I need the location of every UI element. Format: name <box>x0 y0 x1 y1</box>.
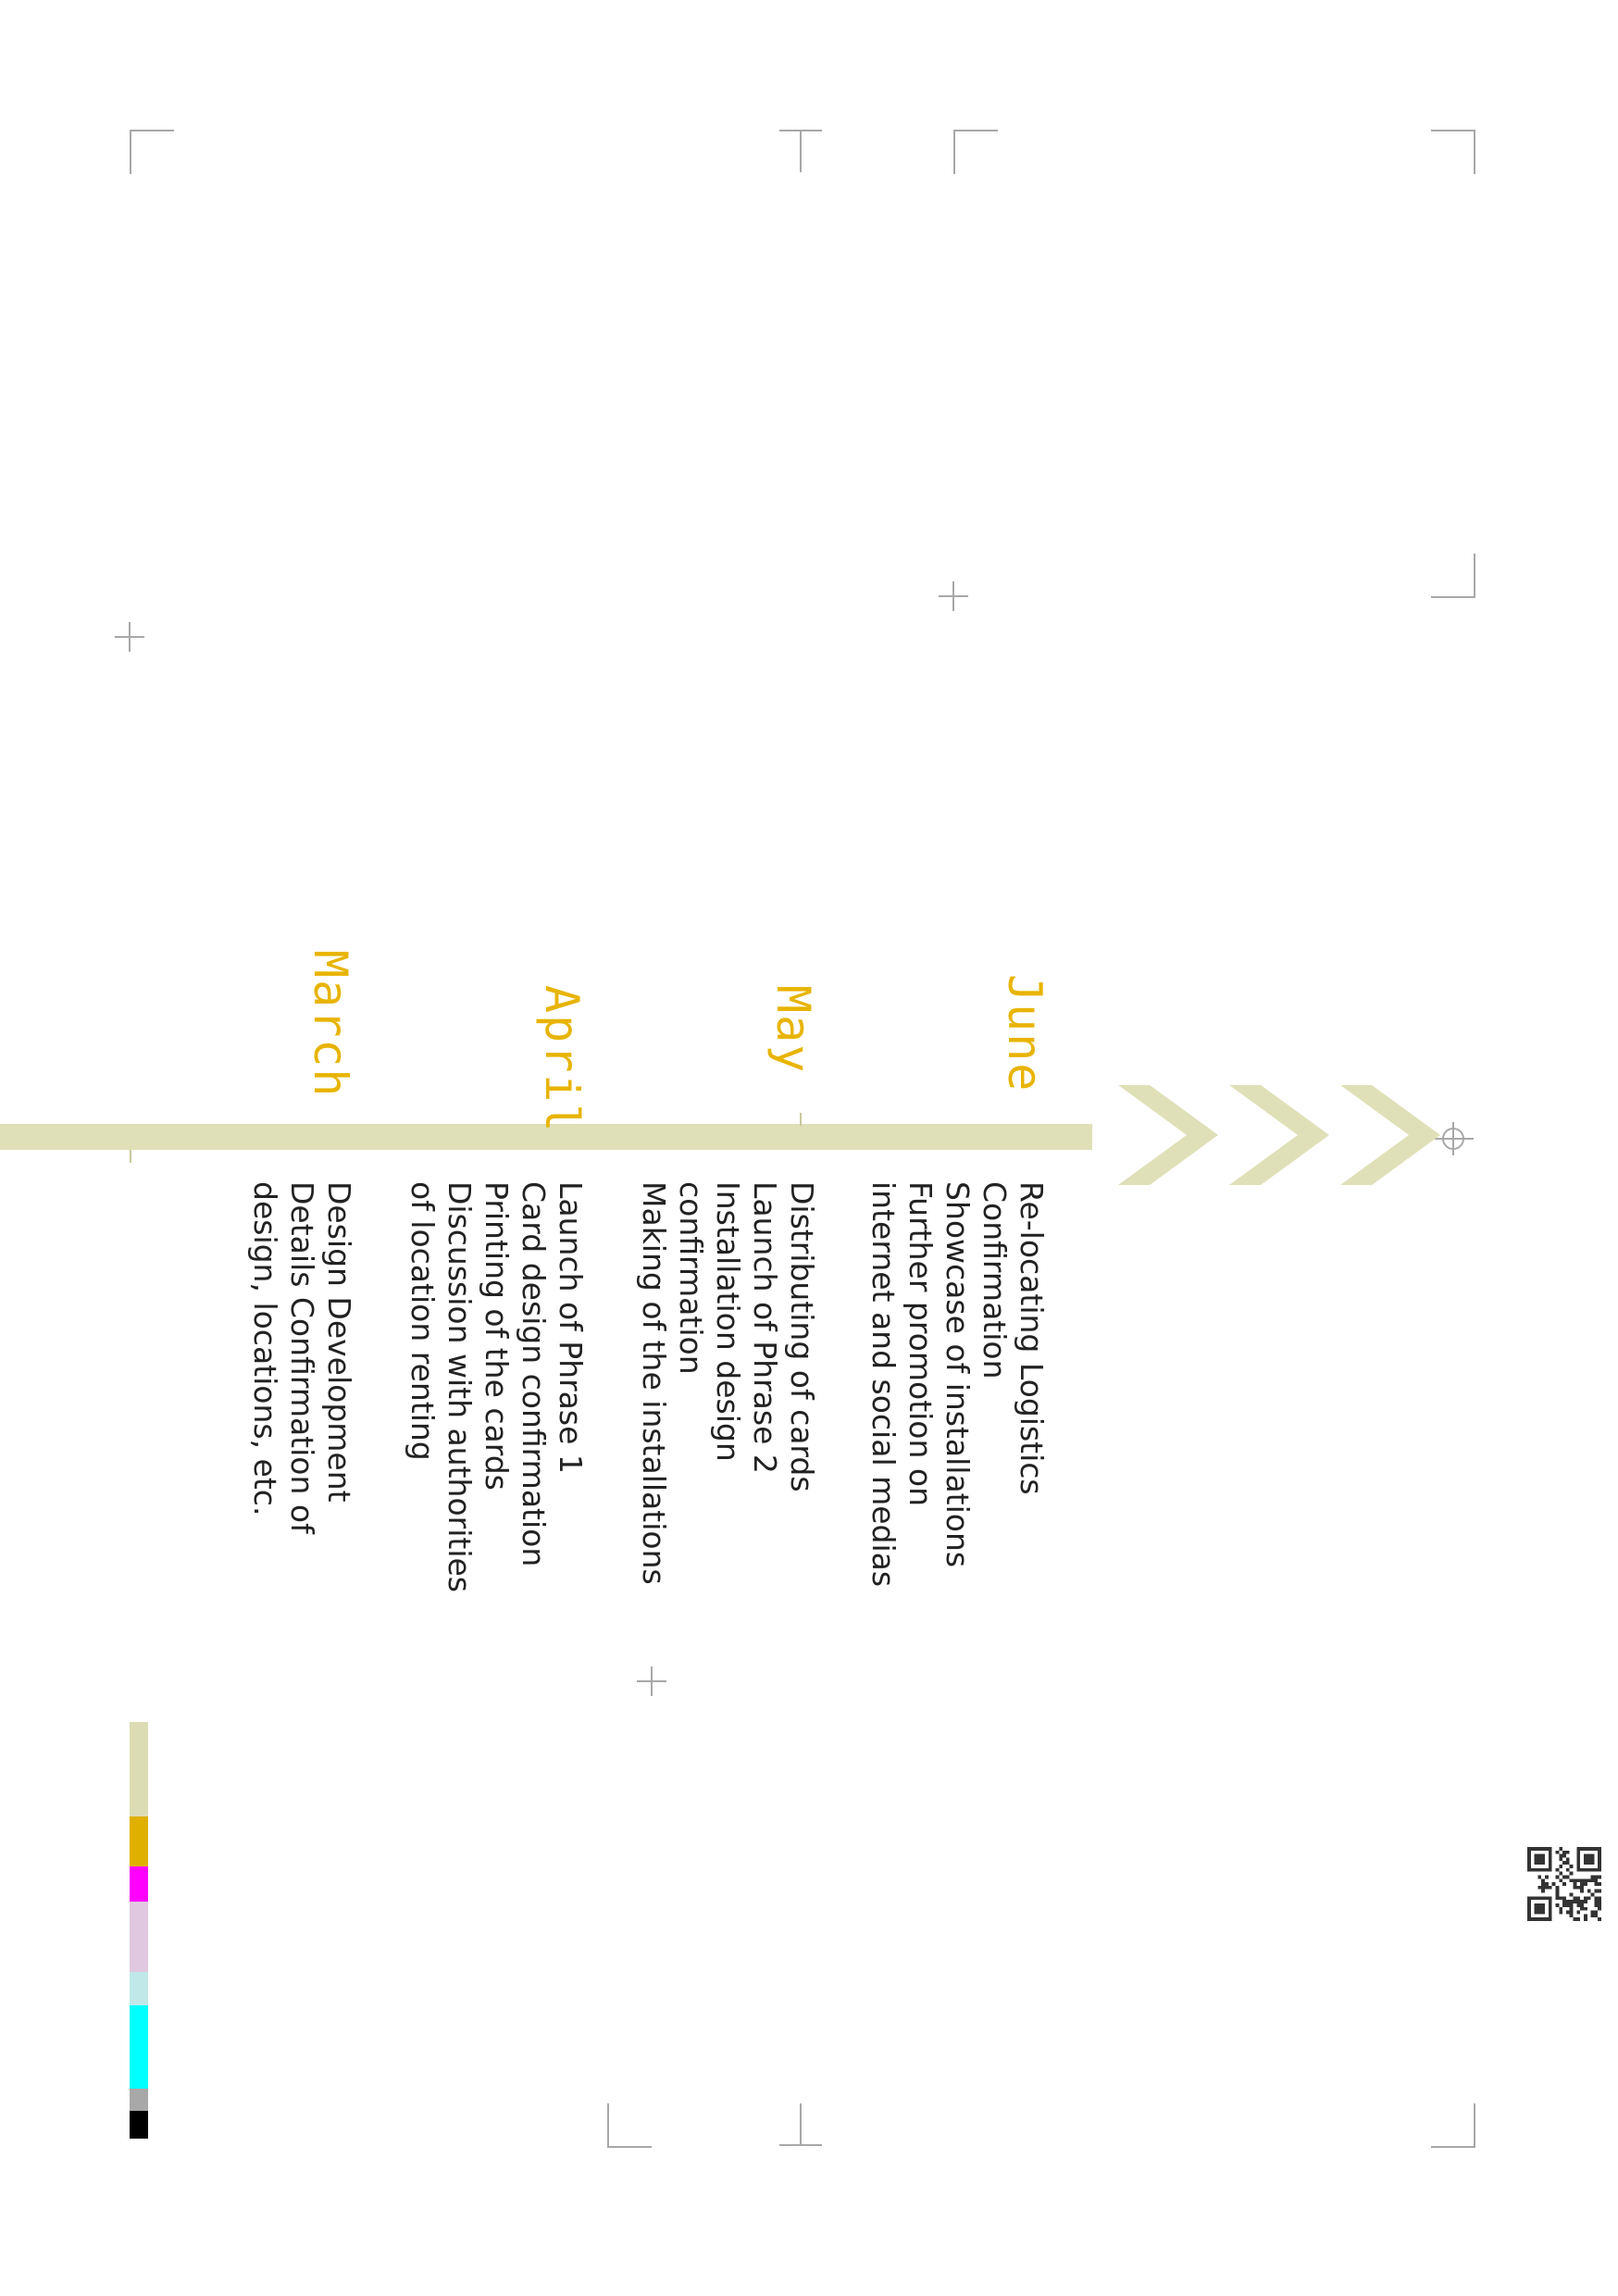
crop-mark-top-mid <box>953 130 998 174</box>
task-item: Confirmation <box>977 1181 1013 1379</box>
crop-mark-top-left <box>130 130 174 174</box>
task-item: of location renting <box>404 1181 441 1461</box>
month-label-may: May <box>766 985 820 1075</box>
registration-mark-icon <box>939 581 968 611</box>
timeline-bar <box>0 1124 1092 1150</box>
qr-code-icon <box>1527 1847 1601 1921</box>
crop-mark-bottom-center-stem <box>800 2103 802 2146</box>
task-item: Launch of Phrase 2 <box>747 1181 783 1474</box>
task-item: Re-locating Logistics <box>1014 1181 1050 1495</box>
registration-mark-icon <box>637 1666 666 1696</box>
color-swatch <box>130 1972 148 2005</box>
crop-mark-mid-right <box>1431 554 1475 598</box>
chevron-right-icon <box>1340 1085 1440 1185</box>
color-swatch <box>130 1722 148 1816</box>
registration-mark-icon <box>1435 1122 1474 1155</box>
task-item: Installation design <box>710 1181 746 1462</box>
task-item: Showcase of installations <box>940 1181 976 1568</box>
crop-mark-bottom-center <box>779 2144 822 2146</box>
task-item: Launch of Phrase 1 <box>553 1181 589 1474</box>
task-item: Further promotion on <box>902 1181 939 1506</box>
task-list-june: Re-locating Logistics Confirmation Showc… <box>865 1181 1050 1587</box>
task-item: Distributing of cards <box>784 1181 820 1492</box>
chevron-right-icon <box>1229 1085 1329 1185</box>
color-swatch <box>130 2005 148 2089</box>
task-item: Making of the installations <box>636 1181 672 1585</box>
month-label-june: June <box>998 974 1052 1093</box>
task-item: Design Development <box>321 1181 357 1503</box>
task-list-may: Distributing of cards Launch of Phrase 2… <box>635 1181 820 1585</box>
timeline-tick <box>800 1113 802 1126</box>
color-swatch <box>130 1902 148 1972</box>
task-item: Discussion with authorities <box>442 1181 478 1593</box>
color-swatch <box>130 1816 148 1866</box>
month-label-march: March <box>304 950 357 1099</box>
crop-mark-top-right <box>1431 130 1475 174</box>
task-list-march: Design Development Details Confirmation … <box>246 1181 357 1534</box>
task-item: Card design confirmation <box>516 1181 552 1567</box>
task-item: Printing of the cards <box>479 1181 515 1491</box>
crop-mark-bottom-right <box>1431 2103 1475 2148</box>
color-swatch <box>130 1866 148 1902</box>
task-item: internet and social medias <box>865 1181 902 1588</box>
registration-mark-icon <box>115 622 144 652</box>
color-swatch <box>130 2089 148 2111</box>
timeline-tick <box>130 1150 131 1163</box>
task-item: confirmation <box>673 1181 709 1375</box>
task-item: Details Confirmation of <box>284 1181 320 1534</box>
crop-mark-bottom-left <box>607 2103 652 2148</box>
color-swatch <box>130 2111 148 2139</box>
month-label-april: April <box>535 985 589 1134</box>
task-item: design, locations, etc. <box>247 1181 283 1516</box>
chevron-right-icon <box>1118 1085 1218 1185</box>
task-list-april: Launch of Phrase 1 Card design confirmat… <box>404 1181 589 1592</box>
crop-mark-top-center-stem <box>800 130 802 172</box>
